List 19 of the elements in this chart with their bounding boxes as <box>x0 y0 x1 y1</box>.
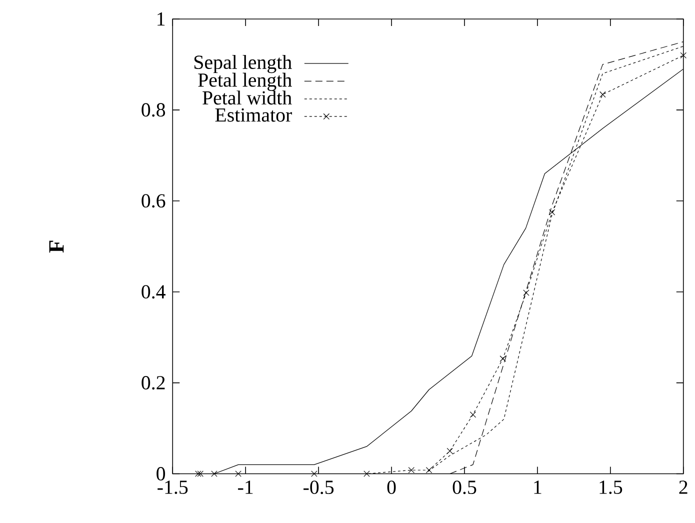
y-axis-title: F <box>49 240 64 253</box>
y-tick-label: 0.4 <box>142 285 166 299</box>
x-tick-label: -0.5 <box>304 480 334 494</box>
y-tick-label: 1 <box>158 12 165 26</box>
x-tick-label: 1.5 <box>600 480 622 494</box>
legend-label: Estimator <box>215 108 292 122</box>
x-tick-label: 1 <box>534 480 542 494</box>
y-tick-label: 0.2 <box>142 376 165 390</box>
y-tick-label: 0.8 <box>142 103 166 117</box>
x-tick-label: 0.5 <box>452 480 476 494</box>
legend-label: Petal width <box>202 90 292 105</box>
x-tick-label: 2 <box>679 480 688 494</box>
y-tick-label: 0.6 <box>142 194 166 208</box>
x-tick-label: 0 <box>387 480 396 494</box>
y-tick-label: 0 <box>156 467 166 481</box>
x-tick-label: -1.5 <box>158 480 188 494</box>
x-tick-label: -1 <box>238 480 253 494</box>
legend-label: Petal length <box>198 72 292 92</box>
legend-label: Sepal length <box>194 55 292 74</box>
